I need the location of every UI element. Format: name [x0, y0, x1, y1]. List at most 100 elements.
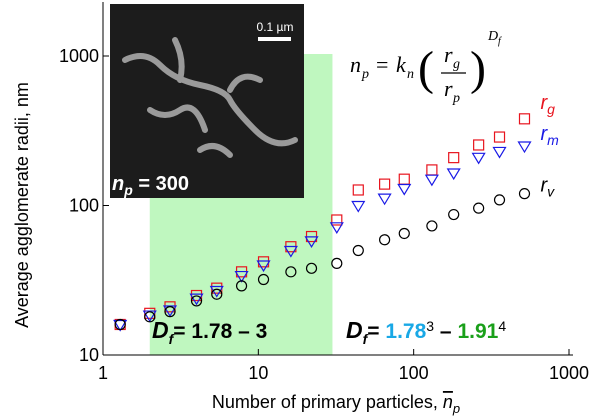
x-axis-label-text: Number of primary particles,: [212, 392, 443, 412]
triangle-marker: [162, 305, 178, 318]
inset-label: np = 300: [112, 173, 189, 198]
circle-marker: [518, 188, 531, 200]
y-tick-label: 10: [79, 345, 99, 365]
eq-paren-open: (: [418, 42, 434, 95]
circle-marker: [164, 306, 176, 318]
equation: n p = k n ( r g r p ) D f: [350, 29, 502, 106]
x-axis-label: Number of primary particles, np: [212, 392, 460, 416]
circle-marker: [211, 288, 223, 300]
triangle-marker: [446, 168, 461, 181]
eq-num-sub: g: [453, 57, 460, 72]
series-label-name: r: [540, 92, 548, 114]
eq-lhs-sub: p: [361, 67, 369, 82]
y-tick-label: 100: [69, 196, 99, 216]
triangle-marker: [424, 174, 439, 187]
eq-num: r: [444, 42, 453, 67]
annotation-part: D: [346, 317, 363, 343]
eq-k: k: [396, 52, 407, 77]
triangle-marker: [329, 222, 344, 234]
eq-k-sub: n: [407, 67, 414, 82]
series: [113, 141, 532, 332]
annotation: Df= 1.783 – 1.914: [346, 317, 506, 347]
triangle-marker: [377, 193, 392, 206]
inset-label-rest: = 300: [133, 173, 189, 195]
series-label-sub: v: [547, 184, 555, 200]
circle-marker: [114, 318, 126, 331]
triangle-marker: [304, 236, 319, 249]
triangle-marker: [234, 270, 249, 283]
circle-marker: [305, 262, 318, 274]
circle-marker: [257, 273, 270, 286]
circle-marker: [190, 295, 203, 307]
x-axis-label-var: n: [443, 392, 453, 412]
series-label: rm: [540, 123, 559, 148]
annotation-part: 1.78: [385, 320, 426, 343]
circle-marker: [448, 208, 460, 221]
series-label-sub: m: [547, 132, 559, 148]
circle-marker: [144, 311, 156, 323]
annotation-part: 3: [426, 318, 434, 334]
annotation-part: 1.91: [457, 320, 498, 343]
triangle-marker: [189, 293, 204, 306]
eq-equals: =: [376, 52, 388, 77]
series-label-name: r: [540, 123, 548, 145]
eq-den-sub: p: [452, 91, 460, 106]
circle-marker: [493, 194, 506, 206]
inset-particles: [122, 37, 298, 158]
series-label: rg: [540, 92, 555, 117]
circle-marker: [331, 257, 343, 269]
triangle-marker: [471, 152, 486, 165]
square-marker: [448, 152, 460, 164]
triangle-marker: [517, 141, 532, 154]
triangle-marker: [256, 260, 271, 273]
y-axis-label: Average agglomerate radii, nm: [12, 82, 32, 328]
triangle-marker: [492, 146, 507, 159]
annotation-part: D: [152, 317, 169, 343]
triangle-marker: [351, 200, 366, 213]
square-marker: [352, 184, 364, 196]
eq-exp-sub: f: [498, 36, 502, 47]
circle-marker: [426, 220, 438, 232]
annotation-part: f: [363, 331, 369, 347]
x-axis-label-sub: p: [452, 401, 460, 416]
triangle-marker: [209, 285, 224, 298]
x-tick-label: 100: [399, 363, 429, 383]
series-label-name: r: [540, 175, 548, 197]
series-label-sub: g: [547, 101, 555, 117]
x-tick-label: 10: [248, 363, 268, 383]
circle-marker: [379, 234, 391, 246]
square-marker: [379, 178, 391, 190]
inset-label-sub: p: [123, 182, 133, 198]
circle-marker: [235, 280, 248, 292]
triangle-marker: [283, 245, 298, 258]
series: [114, 188, 531, 331]
eq-lhs: n: [350, 52, 361, 77]
annotation: Df= 1.78 – 3: [152, 317, 267, 347]
square-marker: [473, 139, 485, 151]
eq-exp: D: [487, 29, 498, 44]
square-marker: [331, 214, 343, 226]
square-marker: [518, 113, 531, 125]
inset-image: 0.1 µm np = 300: [110, 4, 304, 198]
x-tick-label: 1: [98, 363, 108, 383]
inset-frame: [110, 4, 304, 198]
square-marker: [426, 164, 438, 176]
circle-marker: [473, 202, 485, 214]
triangle-marker: [397, 183, 412, 196]
square-marker: [493, 131, 506, 143]
eq-paren-close: ): [470, 42, 486, 95]
y-tick-label: 1000: [59, 46, 99, 66]
annotation-part: f: [169, 331, 175, 347]
eq-den: r: [444, 76, 453, 101]
inset-label-n: n: [112, 173, 124, 195]
series-label: rv: [540, 175, 555, 200]
circle-marker: [285, 266, 297, 278]
square-marker: [398, 173, 410, 185]
triangle-marker: [113, 319, 128, 332]
annotation-part: = 1.78 – 3: [173, 320, 267, 343]
x-tick-label: 1000: [549, 363, 589, 383]
annotation-part: –: [434, 320, 457, 343]
scale-bar-label: 0.1 µm: [257, 20, 294, 34]
